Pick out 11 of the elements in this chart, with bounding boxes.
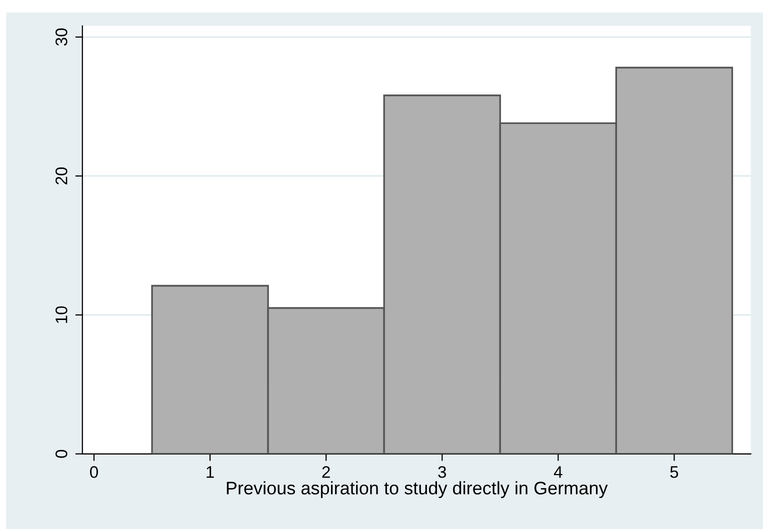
- x-tick-label: 4: [554, 466, 562, 478]
- x-tick-label: 0: [90, 466, 98, 478]
- y-tick-label: 30: [56, 28, 68, 46]
- y-tick-label: 20: [56, 167, 68, 184]
- x-axis-title: Previous aspiration to study directly in Germany: [226, 481, 608, 498]
- x-tick-label: 1: [206, 466, 214, 478]
- x-tick-label: 3: [438, 466, 446, 478]
- y-tick-label: 0: [56, 450, 68, 458]
- y-tick-label: 10: [56, 306, 68, 323]
- x-tick-label: 2: [322, 466, 330, 478]
- x-tick-label: 5: [670, 466, 678, 478]
